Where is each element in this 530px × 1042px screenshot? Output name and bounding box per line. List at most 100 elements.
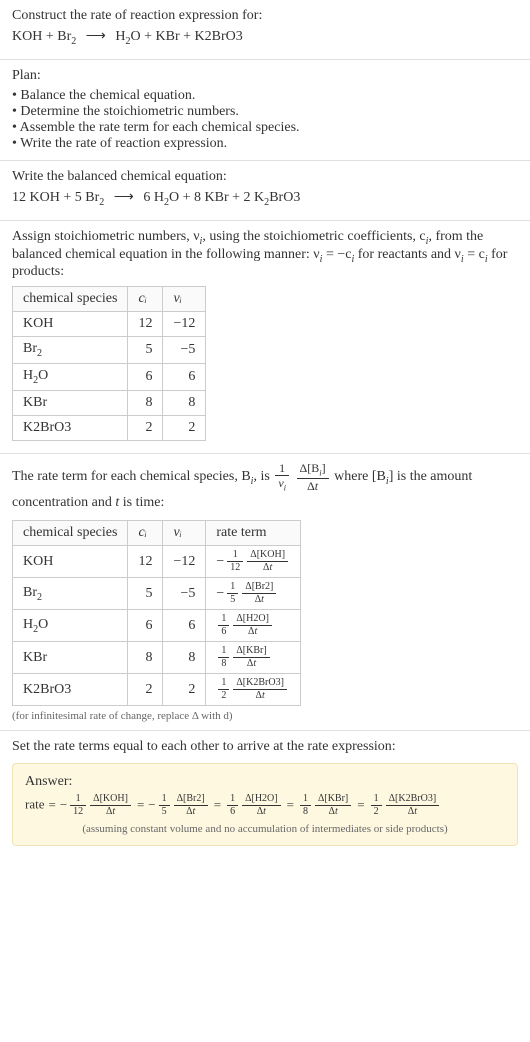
rateterm-table: chemical species cᵢ νᵢ rate term KOH12−1… xyxy=(12,520,301,706)
arrow-icon: ⟶ xyxy=(80,29,112,44)
table-row: KOH12−12−112Δ[KOH]Δt xyxy=(13,546,301,578)
balanced-lhs: 12 KOH + 5 Br xyxy=(12,190,99,205)
balanced-equation: 12 KOH + 5 Br2 ⟶ 6 H2O + 8 KBr + 2 K2BrO… xyxy=(12,187,518,210)
cell-rateterm: −112Δ[KOH]Δt xyxy=(206,546,301,578)
cell-species: KOH xyxy=(13,546,128,578)
col-vi: νᵢ xyxy=(163,287,206,312)
balanced-section: Write the balanced chemical equation: 12… xyxy=(0,161,530,221)
cell-vi: −5 xyxy=(163,337,206,364)
answer-box: Answer: rate=−112Δ[KOH]Δt=−15Δ[Br2]Δt=16… xyxy=(12,763,518,846)
cell-ci: 5 xyxy=(128,578,163,610)
rateterm-intro: The rate term for each chemical species,… xyxy=(12,462,518,514)
col-ci-label: cᵢ xyxy=(138,291,146,306)
frac-num: 1 xyxy=(275,462,289,476)
table-row: KBr8818Δ[KBr]Δt xyxy=(13,642,301,674)
assign-part: , using the stoichiometric coefficients,… xyxy=(202,229,425,244)
frac-den: νi xyxy=(275,476,289,492)
col-ci: cᵢ xyxy=(128,521,163,546)
cell-ci: 6 xyxy=(128,610,163,642)
col-vi-label: νᵢ xyxy=(173,291,181,306)
col-species: chemical species xyxy=(13,521,128,546)
fraction: 1 νi xyxy=(275,462,289,492)
cell-rateterm: 12Δ[K2BrO3]Δt xyxy=(206,674,301,706)
set-equal-text: Set the rate terms equal to each other t… xyxy=(12,739,518,755)
prompt-lhs: KOH + Br xyxy=(12,29,71,44)
txt: The rate term for each chemical species,… xyxy=(12,469,251,484)
plan-section: Plan: Balance the chemical equation. Det… xyxy=(0,60,530,161)
rateterm-section: The rate term for each chemical species,… xyxy=(0,454,530,731)
table-row: H2O6616Δ[H2O]Δt xyxy=(13,610,301,642)
cell-species: K2BrO3 xyxy=(13,674,128,706)
stoich-table: chemical species cᵢ νᵢ KOH12−12Br25−5H2O… xyxy=(12,286,206,441)
balanced-rhs2: O + 8 KBr + 2 K xyxy=(169,190,264,205)
table-row: KBr88 xyxy=(13,391,206,416)
cell-vi: 6 xyxy=(163,610,206,642)
plan-list: Balance the chemical equation. Determine… xyxy=(12,88,518,152)
table-row: KOH12−12 xyxy=(13,312,206,337)
prompt-rhs-part1: H xyxy=(115,29,125,44)
cell-vi: 2 xyxy=(163,416,206,441)
plan-item: Determine the stoichiometric numbers. xyxy=(12,104,518,120)
cell-vi: −12 xyxy=(163,546,206,578)
sub-i: i xyxy=(284,482,286,492)
lbl: cᵢ xyxy=(138,525,146,540)
rate-term: −15Δ[Br2]Δt xyxy=(148,797,209,812)
cell-ci: 5 xyxy=(128,337,163,364)
cell-ci: 2 xyxy=(128,674,163,706)
rate-term: 12Δ[K2BrO3]Δt xyxy=(369,797,442,812)
prompt-equation: KOH + Br2 ⟶ H2O + KBr + K2BrO3 xyxy=(12,26,518,49)
assign-part: for reactants and ν xyxy=(354,247,461,262)
cell-vi: −5 xyxy=(163,578,206,610)
rate-expression: rate=−112Δ[KOH]Δt=−15Δ[Br2]Δt=16Δ[H2O]Δt… xyxy=(25,794,505,817)
cell-vi: 8 xyxy=(163,642,206,674)
table-row: K2BrO32212Δ[K2BrO3]Δt xyxy=(13,674,301,706)
equals-sign: = xyxy=(44,797,59,812)
plan-item: Write the rate of reaction expression. xyxy=(12,136,518,152)
col-ci: cᵢ xyxy=(128,287,163,312)
rate-term: −112Δ[KOH]Δt xyxy=(216,554,290,569)
frac-num: Δ[Bi] xyxy=(297,462,329,479)
cell-species: KOH xyxy=(13,312,128,337)
delta-t: Δt xyxy=(307,479,318,493)
cell-rateterm: 16Δ[H2O]Δt xyxy=(206,610,301,642)
table-row: Br25−5 xyxy=(13,337,206,364)
col-species: chemical species xyxy=(13,287,128,312)
assign-part: = c xyxy=(464,247,485,262)
table-header-row: chemical species cᵢ νᵢ rate term xyxy=(13,521,301,546)
txt: where [B xyxy=(334,469,386,484)
cell-vi: 6 xyxy=(163,364,206,391)
rate-label: rate xyxy=(25,797,44,812)
balanced-rhs3: BrO3 xyxy=(269,190,300,205)
close: ] xyxy=(322,461,326,475)
cell-vi: −12 xyxy=(163,312,206,337)
prompt-lhs-sub: 2 xyxy=(71,36,76,47)
cell-vi: 2 xyxy=(163,674,206,706)
equals-sign: = xyxy=(353,797,368,812)
cell-species: Br2 xyxy=(13,337,128,364)
txt: is time: xyxy=(119,495,164,510)
balanced-rhs1: 6 H xyxy=(143,190,164,205)
prompt-rhs-part2: O + KBr + K2BrO3 xyxy=(131,29,243,44)
assign-section: Assign stoichiometric numbers, νi, using… xyxy=(0,221,530,454)
plan-item: Balance the chemical equation. xyxy=(12,88,518,104)
infinitesimal-note: (for infinitesimal rate of change, repla… xyxy=(12,710,518,722)
prompt-section: Construct the rate of reaction expressio… xyxy=(0,0,530,60)
cell-species: H2O xyxy=(13,364,128,391)
assign-part: Assign stoichiometric numbers, ν xyxy=(12,229,200,244)
cell-ci: 6 xyxy=(128,364,163,391)
cell-ci: 12 xyxy=(128,312,163,337)
answer-title: Answer: xyxy=(25,774,505,790)
fraction: Δ[Bi] Δt xyxy=(297,462,329,492)
rate-term: −112Δ[KOH]Δt xyxy=(60,797,133,812)
lbl: νᵢ xyxy=(173,525,181,540)
prompt-title: Construct the rate of reaction expressio… xyxy=(12,8,518,24)
equals-sign: = xyxy=(283,797,298,812)
cell-vi: 8 xyxy=(163,391,206,416)
rate-term: 18Δ[KBr]Δt xyxy=(216,650,271,665)
cell-rateterm: 18Δ[KBr]Δt xyxy=(206,642,301,674)
rate-term: 18Δ[KBr]Δt xyxy=(298,797,353,812)
balanced-title: Write the balanced chemical equation: xyxy=(12,169,518,185)
set-equal-section: Set the rate terms equal to each other t… xyxy=(0,731,530,854)
page: Construct the rate of reaction expressio… xyxy=(0,0,530,854)
equals-sign: = xyxy=(133,797,148,812)
